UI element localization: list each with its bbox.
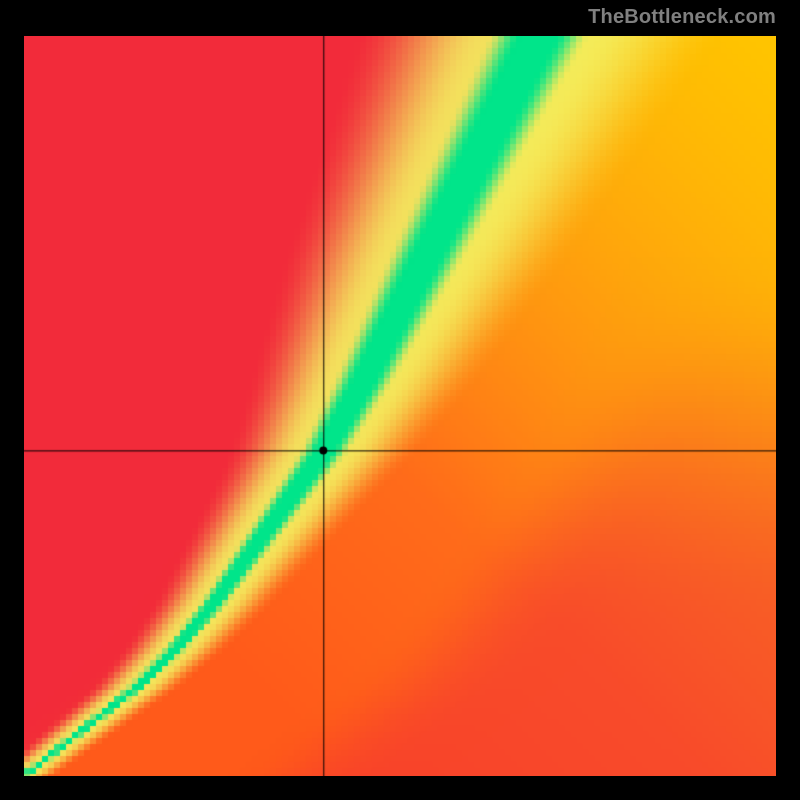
chart-frame: TheBottleneck.com [0,0,800,800]
watermark-text: TheBottleneck.com [588,6,776,29]
heatmap-canvas [24,36,776,776]
heatmap-plot [24,36,776,776]
